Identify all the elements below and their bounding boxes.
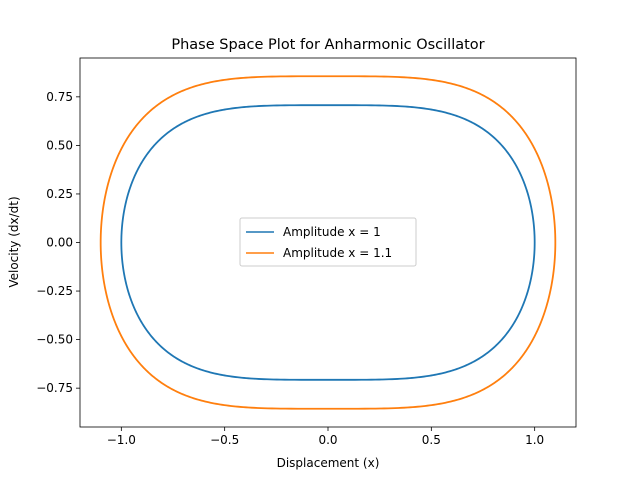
series-layer: [99, 75, 557, 410]
x-axis-ticks: −1.0 −0.5 0.0 0.5 1.0: [107, 427, 544, 447]
legend-label-series-2: Amplitude x = 1.1: [283, 246, 392, 260]
y-tick-label: 0.25: [46, 187, 73, 201]
x-axis-label: Displacement (x): [277, 456, 380, 470]
y-tick-label: −0.50: [36, 333, 73, 347]
x-tick-label: 0.5: [422, 433, 441, 447]
x-tick-label: 0.0: [318, 433, 337, 447]
x-tick-label: 1.0: [525, 433, 544, 447]
x-tick-label: −1.0: [107, 433, 136, 447]
series-line-2: [99, 75, 557, 410]
x-tick-label: −0.5: [210, 433, 239, 447]
y-tick-label: 0.75: [46, 90, 73, 104]
y-tick-label: −0.25: [36, 284, 73, 298]
y-tick-label: 0.00: [46, 236, 73, 250]
legend-box: [239, 217, 417, 267]
y-axis-ticks: −0.75 −0.50 −0.25 0.00 0.25 0.50 0.75: [36, 90, 80, 395]
chart-title: Phase Space Plot for Anharmonic Oscillat…: [171, 37, 484, 53]
y-tick-label: −0.75: [36, 381, 73, 395]
y-tick-label: 0.50: [46, 138, 73, 152]
y-axis-label: Velocity (dx/dt): [7, 196, 21, 287]
legend-label-series-1: Amplitude x = 1: [283, 225, 381, 239]
series-line-1: [120, 104, 536, 381]
legend: Amplitude x = 1 Amplitude x = 1.1: [239, 217, 417, 267]
